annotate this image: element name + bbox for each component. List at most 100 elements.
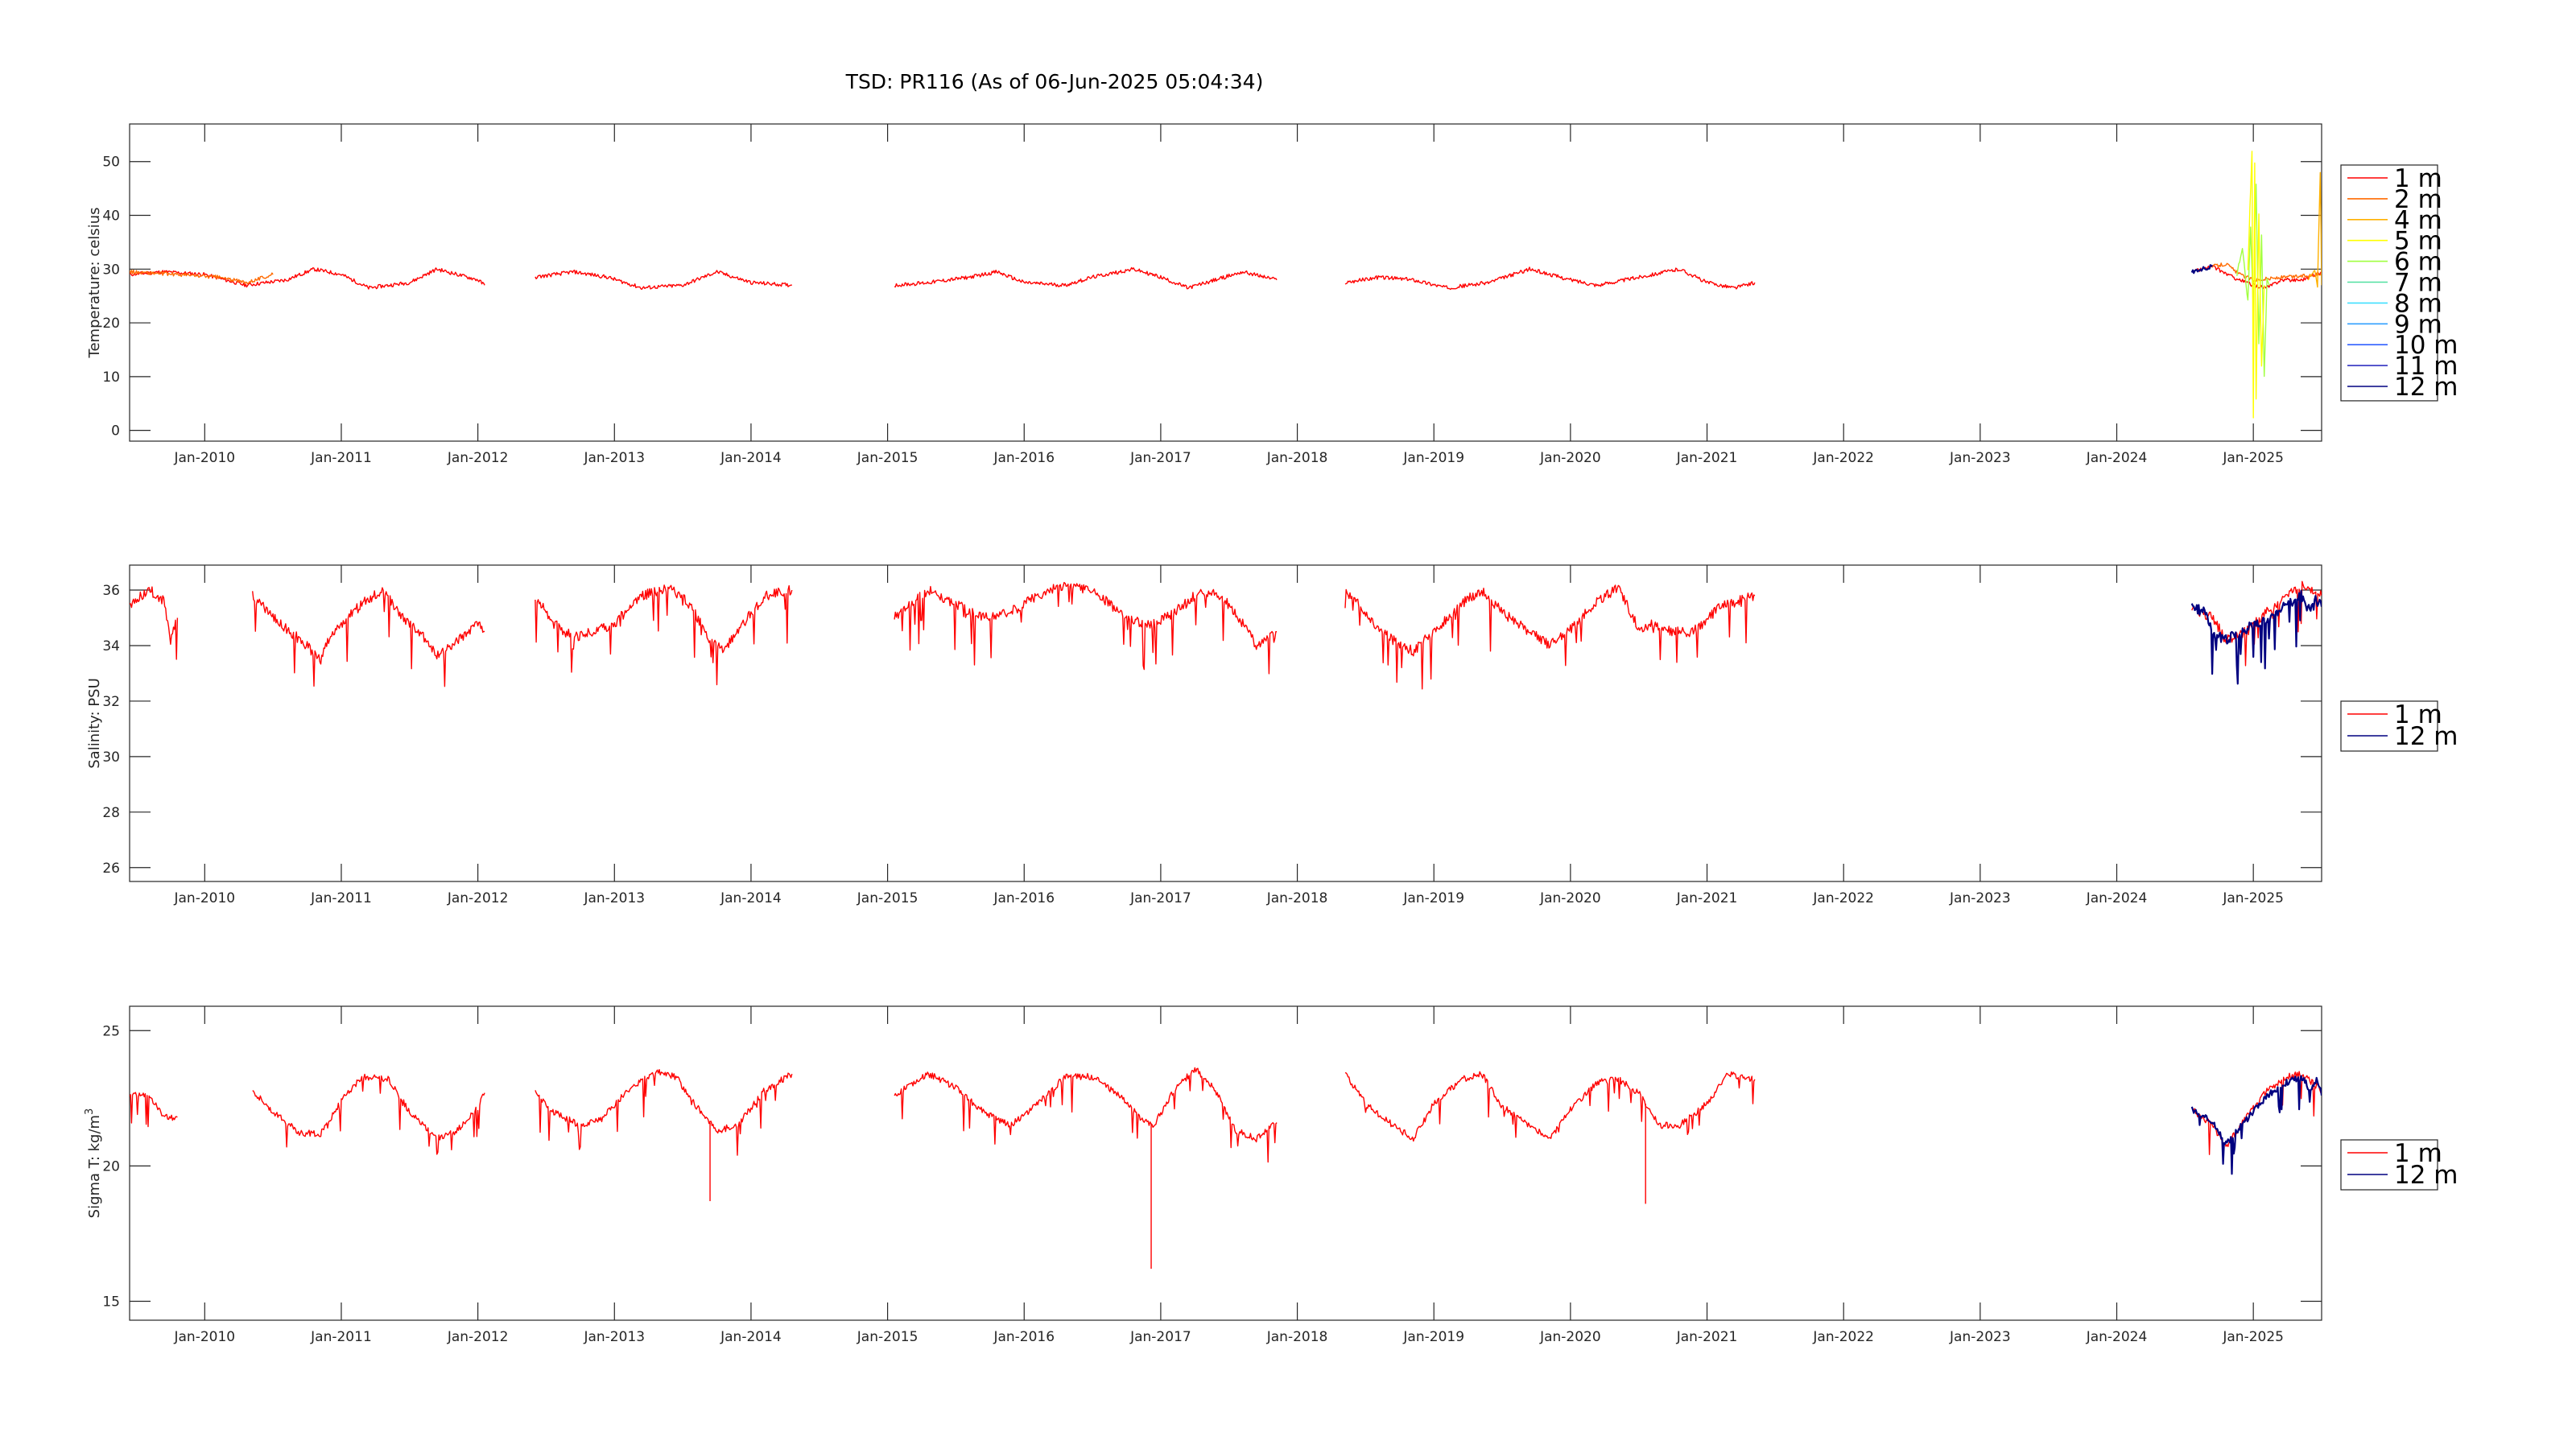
figure-title: TSD: PR116 (As of 06-Jun-2025 05:04:34) <box>845 70 1264 93</box>
series-line-1m-seg1 <box>252 1073 485 1155</box>
x-tick-label: Jan-2012 <box>447 890 509 906</box>
x-tick-label: Jan-2023 <box>1949 1329 2011 1345</box>
legend-label: 1 m <box>2394 700 2442 729</box>
x-tick-label: Jan-2012 <box>447 450 509 466</box>
legend-box <box>2340 1139 2438 1191</box>
series-line-1m-seg1 <box>252 587 485 687</box>
series-line-1m-seg0 <box>130 266 485 290</box>
x-tick-label: Jan-2010 <box>174 450 236 466</box>
x-tick-label: Jan-2016 <box>993 1329 1055 1345</box>
x-tick-label: Jan-2013 <box>583 890 645 906</box>
y-tick-label: 20 <box>102 1158 120 1174</box>
x-tick-label: Jan-2010 <box>174 890 236 906</box>
x-tick-label: Jan-2019 <box>1402 1329 1464 1345</box>
x-tick-label: Jan-2018 <box>1266 450 1328 466</box>
series-line-1m-seg2 <box>535 1068 793 1156</box>
x-tick-label: Jan-2020 <box>1539 1329 1601 1345</box>
x-tick-label: Jan-2017 <box>1129 1329 1191 1345</box>
legend-label: 5 m <box>2394 227 2442 256</box>
legend-label: 1 m <box>2394 164 2442 193</box>
plot-area-sigma_t <box>129 1005 2322 1321</box>
x-tick-label: Jan-2014 <box>720 890 782 906</box>
x-tick-label: Jan-2023 <box>1949 450 2011 466</box>
x-tick-label: Jan-2015 <box>857 450 919 466</box>
plot-area-salinity <box>129 564 2322 882</box>
x-tick-label: Jan-2021 <box>1676 450 1738 466</box>
y-tick-label: 32 <box>102 694 120 710</box>
y-axis-label: Temperature: celsius <box>86 208 103 359</box>
y-tick-label: 20 <box>102 316 120 332</box>
series-line-12m-seg0 <box>2190 589 2322 685</box>
y-tick-label: 34 <box>102 638 120 654</box>
x-tick-label: Jan-2024 <box>2086 450 2148 466</box>
y-tick-label: 36 <box>102 583 120 599</box>
x-tick-label: Jan-2013 <box>583 1329 645 1345</box>
legend-salinity: 1 m12 m <box>2340 700 2458 752</box>
series-line-1m-seg1 <box>535 269 792 291</box>
legend-label: 9 m <box>2394 310 2442 339</box>
series-line-1m-seg2 <box>535 584 793 686</box>
y-axis-label: Sigma T: kg/m3 <box>84 1108 103 1219</box>
panel-salinity: 26 28 30 32 34 36 Jan-2010 Jan-2011 Jan-2012 Jan-… <box>86 564 2458 906</box>
x-tick-label: Jan-2021 <box>1676 890 1738 906</box>
x-tick-label: Jan-2012 <box>447 1329 509 1345</box>
y-tick-label: 40 <box>102 208 120 225</box>
x-tick-label: Jan-2011 <box>310 890 372 906</box>
legend-label: 8 m <box>2394 289 2442 318</box>
legend-box <box>2340 164 2438 402</box>
legend-sigma_t: 1 m12 m <box>2340 1139 2458 1191</box>
x-tick-label: Jan-2015 <box>857 890 919 906</box>
legend-label: 12 m <box>2394 722 2458 751</box>
y-tick-label: 26 <box>102 861 120 877</box>
y-tick-label: 30 <box>102 749 120 766</box>
series-line-1m-seg4 <box>1344 1071 1756 1142</box>
legend-label: 6 m <box>2394 248 2442 277</box>
legend-label: 1 m <box>2394 1139 2442 1168</box>
x-tick-label: Jan-2024 <box>2086 890 2148 906</box>
y-tick-label: 10 <box>102 369 120 386</box>
x-tick-label: Jan-2013 <box>583 450 645 466</box>
panel-sigma_t: 15 20 25 Jan-2010 Jan-2011 Jan-2012 Jan-2013 Ja… <box>84 1005 2458 1345</box>
plot-area-temperature <box>129 123 2322 442</box>
legend-label: 11 m <box>2394 352 2458 381</box>
legend-label: 4 m <box>2394 206 2442 235</box>
x-tick-label: Jan-2023 <box>1949 890 2011 906</box>
x-tick-label: Jan-2025 <box>2222 450 2284 466</box>
y-tick-label: 0 <box>111 423 120 440</box>
x-tick-label: Jan-2019 <box>1402 450 1464 466</box>
series-line-12m-seg0 <box>2190 264 2214 275</box>
x-tick-label: Jan-2019 <box>1402 890 1464 906</box>
x-tick-label: Jan-2025 <box>2222 1329 2284 1345</box>
legend-label: 7 m <box>2394 269 2442 298</box>
series-line-1m-seg3 <box>894 581 1278 675</box>
x-tick-label: Jan-2017 <box>1129 890 1191 906</box>
x-tick-label: Jan-2018 <box>1266 1329 1328 1345</box>
x-tick-label: Jan-2020 <box>1539 890 1601 906</box>
x-tick-label: Jan-2016 <box>993 450 1055 466</box>
x-tick-label: Jan-2018 <box>1266 890 1328 906</box>
x-tick-label: Jan-2024 <box>2086 1329 2148 1345</box>
y-tick-label: 30 <box>102 262 120 278</box>
x-tick-label: Jan-2020 <box>1539 450 1601 466</box>
x-tick-label: Jan-2014 <box>720 1329 782 1345</box>
series-line-1m-seg0 <box>130 586 179 660</box>
series-line-1m-seg2 <box>894 266 1278 290</box>
x-tick-label: Jan-2011 <box>310 1329 372 1345</box>
series-line-5m-seg0 <box>2247 151 2265 419</box>
x-tick-label: Jan-2022 <box>1812 1329 1874 1345</box>
series-line-4m-seg0 <box>2307 171 2322 288</box>
x-tick-label: Jan-2015 <box>857 1329 919 1345</box>
legend-label: 12 m <box>2394 373 2458 402</box>
x-tick-label: Jan-2022 <box>1812 890 1874 906</box>
x-tick-label: Jan-2017 <box>1129 450 1191 466</box>
series-line-12m-seg0 <box>2190 1075 2322 1175</box>
y-tick-label: 15 <box>102 1294 120 1310</box>
x-tick-label: Jan-2014 <box>720 450 782 466</box>
panels: 0 10 20 30 40 50 Jan-2010 Jan-2011 Jan-2012 Jan-2… <box>84 123 2458 1345</box>
legend-temperature: 1 m2 m4 m5 m6 m7 m8 m9 m10 m11 m12 m <box>2340 164 2458 402</box>
y-tick-label: 25 <box>102 1023 120 1039</box>
series-line-1m-seg5 <box>2191 1071 2322 1155</box>
x-tick-label: Jan-2016 <box>993 890 1055 906</box>
x-tick-label: Jan-2010 <box>174 1329 236 1345</box>
